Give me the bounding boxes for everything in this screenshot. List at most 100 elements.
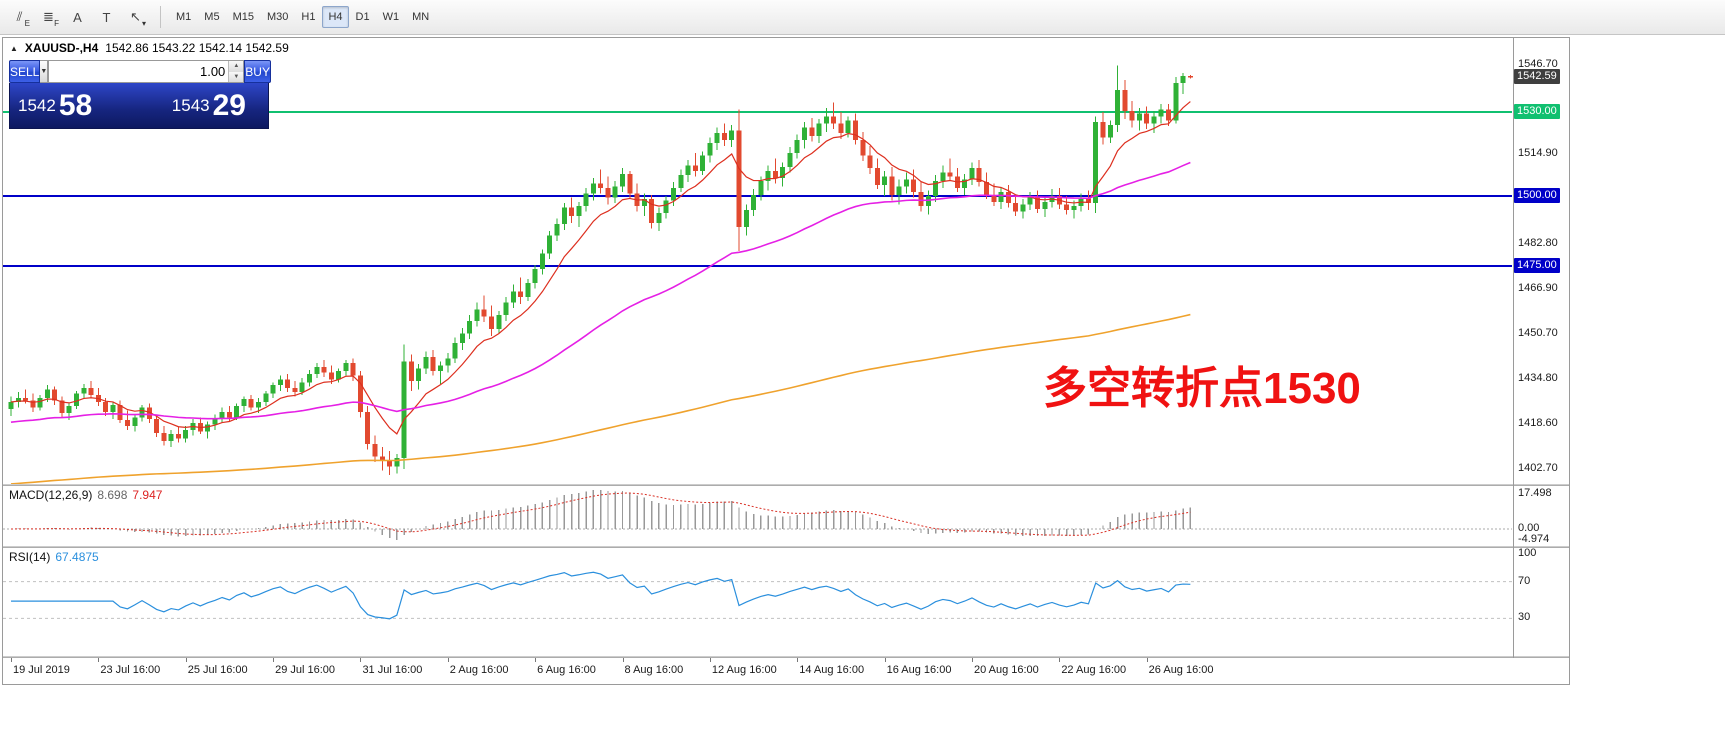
macd-axis-label: 0.00 [1518,521,1540,534]
time-axis[interactable]: 19 Jul 2019 23 Jul 16:00 25 Jul 16:00 29 Ju… [3,658,1512,684]
timeframe-m5[interactable]: M5 [204,11,220,23]
main-chart-pane[interactable]: ▲ XAUUSD-,H4 1542.86 1543.22 1542.14 154… [3,38,1512,484]
time-axis-label: 6 Aug 16:00 [537,664,596,676]
volume-stepper: ▲ ▼ [228,61,244,82]
time-axis-label: 31 Jul 16:00 [362,664,423,676]
time-axis-tick [273,658,275,662]
time-axis-tick [447,658,449,662]
price-badge: 1500.00 [1514,188,1560,204]
time-axis-tick [884,658,886,662]
time-axis-label: 2 Aug 16:00 [449,664,509,676]
ask-price-pips: 29 [212,88,246,122]
equidistant-channel-tool-icon[interactable]: ⫽ E [16,9,30,28]
time-axis-label: 19 Jul 2019 [13,664,70,676]
bid-price-big-figure: 1542 [18,95,56,115]
time-axis-label: 29 Jul 16:00 [275,664,336,676]
price-axis-label: 1546.70 [1518,58,1558,71]
time-axis-label: 22 Aug 16:00 [1061,664,1127,676]
rsi-label: RSI(14) 67.4875 [9,550,99,564]
volume-dropdown-icon[interactable]: ▼ [40,60,49,83]
chart-ohlc: 1542.86 1543.22 1542.14 1542.59 [105,41,289,55]
toolbar: ⫽ E ≣ F A T ↖ ▾ M1 M5 M15 M30 H1 H4 D1 W1 MN [0,0,1725,35]
collapse-panel-icon[interactable]: ▲ [10,43,18,53]
time-axis-tick [1146,658,1148,662]
macd-label: MACD(12,26,9) 8.698 7.947 [9,488,163,502]
macd-canvas [3,490,1512,540]
chart-window: ▲ XAUUSD-,H4 1542.86 1543.22 1542.14 154… [2,37,1570,685]
timeframe-d1[interactable]: D1 [355,11,370,23]
timeframe-m1[interactable]: M1 [176,11,192,23]
rsi-axis-label: 70 [1518,574,1531,587]
main-chart-canvas[interactable] [3,38,1512,484]
fibonacci-tool-icon[interactable]: ≣ F [43,9,59,28]
arrows-tool-icon[interactable]: ↖ ▾ [130,9,146,28]
time-axis-label: 14 Aug 16:00 [799,664,865,676]
price-badge: 1542.59 [1514,68,1560,84]
time-axis-tick [709,658,711,662]
time-axis-tick [360,658,362,662]
time-axis-label: 16 Aug 16:00 [886,664,952,676]
bid-price-pips: 58 [58,88,93,122]
ask-price-big-figure: 1543 [171,95,210,115]
time-axis-tick [185,658,187,662]
price-axis-label: 1466.90 [1518,281,1558,294]
rsi-value: 67.4875 [55,550,99,564]
volume-down-icon[interactable]: ▼ [229,71,244,82]
one-click-trading-panel: SELL ▼ ▲ ▼ BUY 1542 58 [9,60,271,129]
ask-price[interactable]: 1543 29 [132,83,268,128]
rsi-canvas [3,571,1512,620]
rsi-axis-label: 30 [1518,611,1531,624]
time-axis-tick [11,658,12,662]
timeframe-h1[interactable]: H1 [301,11,316,23]
pane-separator[interactable] [3,546,1569,548]
bid-ask-display[interactable]: 1542 58 1543 29 [9,83,269,129]
time-axis-label: 12 Aug 16:00 [711,664,777,676]
time-axis-label: 25 Jul 16:00 [187,664,248,676]
pane-separator[interactable] [3,484,1569,486]
macd-axis-label: -4.974 [1518,533,1550,545]
rsi-axis-label: 100 [1518,547,1537,559]
toolbar-separator [160,6,161,28]
volume-up-icon[interactable]: ▲ [229,61,244,72]
text-tool-icon[interactable]: A [73,9,82,25]
timeframe-h4[interactable]: H4 [322,6,349,28]
chart-title: XAUUSD-,H4 [24,41,99,55]
macd-axis-label: 17.498 [1518,487,1552,499]
price-axis[interactable]: 1546.70 1514.90 1482.80 1466.90 1450.70 1434.… [1513,38,1569,658]
chart-annotation-text[interactable]: 多空转折点1530 [1043,364,1361,413]
buy-button[interactable]: BUY [244,60,271,83]
time-axis-tick [1059,658,1061,662]
timeframe-mn[interactable]: MN [412,11,430,23]
timeframe-m15[interactable]: M15 [232,11,254,23]
price-axis-label: 1418.60 [1518,417,1558,430]
volume-box: ▲ ▼ [48,60,245,83]
timeframe-buttons: M1 M5 M15 M30 H1 H4 D1 W1 MN [170,6,436,28]
line-studies-toolbar: ⫽ E ≣ F A T ↖ ▾ [6,5,151,29]
price-axis-label: 1402.70 [1518,461,1558,474]
time-axis-label: 23 Jul 16:00 [100,664,161,676]
bid-price[interactable]: 1542 58 [10,83,132,128]
timeframe-m30[interactable]: M30 [266,11,289,23]
text-label-tool-icon[interactable]: T [102,9,111,25]
price-badge: 1530.00 [1514,104,1560,120]
price-badge: 1475.00 [1514,258,1560,274]
time-axis-tick [535,658,537,662]
time-axis-label: 20 Aug 16:00 [973,664,1039,676]
time-axis-tick [797,658,799,662]
time-axis-tick [622,658,624,662]
pane-separator[interactable] [3,656,1569,658]
price-axis-label: 1482.80 [1518,237,1558,250]
volume-input[interactable] [49,61,229,82]
time-axis-tick [971,658,973,662]
time-axis-tick [98,658,100,662]
chart-header: ▲ XAUUSD-,H4 1542.86 1543.22 1542.14 154… [10,41,289,55]
macd-main-value: 8.698 [97,488,128,502]
price-axis-label: 1450.70 [1518,327,1558,340]
timeframe-w1[interactable]: W1 [382,11,400,23]
macd-signal-value: 7.947 [132,488,163,502]
macd-pane[interactable]: MACD(12,26,9) 8.698 7.947 [3,486,1512,546]
rsi-pane[interactable]: RSI(14) 67.4875 [3,548,1512,656]
sell-button[interactable]: SELL [9,60,41,83]
time-axis-label: 26 Aug 16:00 [1148,664,1214,676]
